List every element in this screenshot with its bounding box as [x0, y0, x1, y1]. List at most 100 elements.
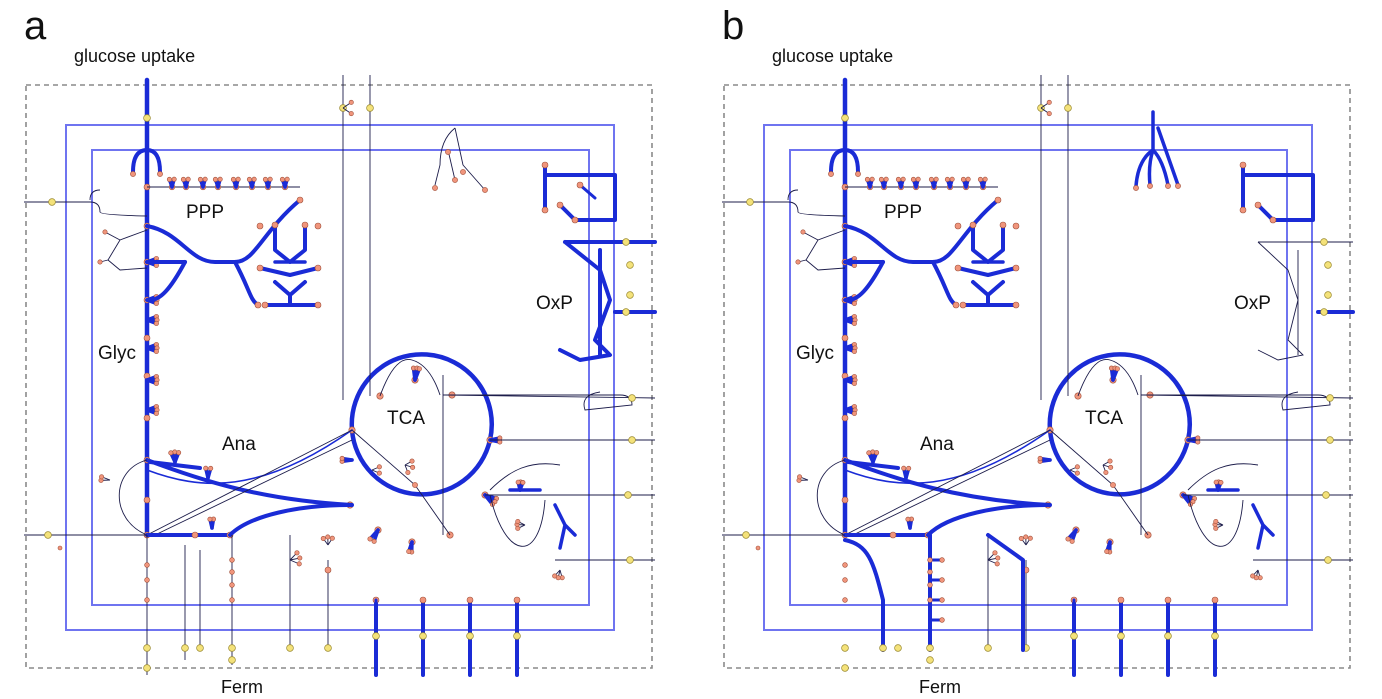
metabolite-node: [1117, 596, 1125, 604]
metabolite-node: [954, 222, 962, 230]
flux-edge: [148, 460, 202, 470]
metabolite-node: [102, 229, 108, 235]
metabolite-node: [889, 531, 897, 539]
region-label-ana: Ana: [920, 434, 954, 455]
reaction-edge: [118, 459, 148, 536]
metabolite-node: [977, 176, 983, 182]
metabolite-node: [1114, 366, 1120, 372]
flux-edge: [349, 352, 494, 497]
metabolite-node: [1133, 185, 1139, 191]
metabolite-node: [927, 582, 933, 588]
metabolite-node: [883, 176, 889, 182]
metabolite-node: [482, 187, 488, 193]
exchange-node: [841, 664, 849, 672]
metabolite-node: [1213, 479, 1219, 485]
metabolite-node: [130, 171, 136, 177]
exchange-node: [1322, 491, 1330, 499]
region-label-glyc: Glyc: [98, 343, 136, 364]
exchange-node: [372, 632, 380, 640]
flux-edge: [146, 429, 353, 485]
metabolite-node: [180, 176, 186, 182]
reaction-edge: [443, 391, 633, 411]
metabolite-node: [927, 597, 933, 603]
exchange-node: [1164, 632, 1172, 640]
flux-edge: [273, 223, 307, 264]
metabolite-node: [1012, 222, 1020, 230]
metabolite-node: [994, 561, 1000, 567]
metabolite-node: [1104, 548, 1110, 554]
metabolite-node: [869, 176, 875, 182]
metabolite-node: [949, 176, 955, 182]
flux-edge: [971, 223, 1005, 264]
metabolite-node: [301, 221, 309, 229]
metabolite-node: [256, 222, 264, 230]
flux-edge: [843, 538, 885, 652]
flux-edge: [956, 266, 1018, 277]
flux-edge: [145, 458, 354, 507]
metabolite-node: [969, 221, 977, 229]
metabolite-node: [229, 597, 235, 603]
flux-edge: [843, 458, 1052, 507]
panel-letter: a: [24, 4, 47, 48]
metabolite-node: [171, 176, 177, 182]
metabolite-node: [153, 348, 159, 354]
metabolite-node: [279, 176, 285, 182]
metabolite-node: [416, 366, 422, 372]
reaction-edge: [154, 439, 353, 536]
metabolite-node: [143, 414, 151, 422]
flux-edge: [844, 429, 1051, 485]
metabolite-node: [329, 535, 335, 541]
metabolite-node: [906, 465, 912, 471]
metabolite-node: [1269, 216, 1277, 224]
panel-b: b glucose uptake Ferm PPP OxP Glyc TCA A…: [698, 0, 1382, 699]
exchange-node: [622, 308, 630, 316]
metabolite-node: [755, 545, 761, 551]
metabolite-node: [452, 177, 458, 183]
reaction-edge: [1077, 359, 1139, 397]
metabolite-node: [878, 176, 884, 182]
exchange-node: [746, 198, 754, 206]
flux-edge: [961, 293, 1018, 307]
flux-edge: [1134, 110, 1170, 188]
metabolite-node: [406, 548, 412, 554]
metabolite-node: [197, 176, 203, 182]
exchange-node: [366, 104, 374, 112]
metabolite-node: [143, 334, 151, 342]
exchange-node: [926, 656, 934, 664]
metabolite-node: [410, 464, 416, 470]
metabolite-node: [1108, 464, 1114, 470]
metabolite-node: [960, 176, 966, 182]
cytosol-compartment: [91, 149, 590, 606]
metabolite-node: [939, 577, 945, 583]
exchange-node: [841, 644, 849, 652]
metabolite-node: [1046, 99, 1052, 105]
metabolite-node: [939, 557, 945, 563]
metabolite-node: [348, 99, 354, 105]
reaction-edge: [444, 394, 656, 399]
exchange-node: [143, 664, 151, 672]
metabolite-node: [965, 176, 971, 182]
extracellular-boundary: [723, 84, 1351, 669]
metabolite-node: [556, 201, 564, 209]
metabolite-node: [1239, 161, 1247, 169]
panel-letter: b: [722, 4, 745, 48]
exchange-node: [143, 114, 151, 122]
region-label-tca: TCA: [387, 408, 425, 429]
metabolite-node: [166, 176, 172, 182]
flux-edge: [1241, 163, 1315, 222]
flux-edge: [543, 163, 617, 222]
exchange-node: [1064, 104, 1072, 112]
exchange-node: [1070, 632, 1078, 640]
metabolite-node: [954, 264, 962, 272]
exchange-node: [1324, 291, 1332, 299]
metabolite-node: [944, 176, 950, 182]
metabolite-node: [144, 577, 150, 583]
metabolite-node: [1074, 464, 1080, 470]
metabolite-node: [143, 496, 151, 504]
metabolite-node: [959, 301, 967, 309]
flux-edge: [228, 503, 352, 537]
exchange-node: [1320, 308, 1328, 316]
metabolite-node: [97, 259, 103, 265]
flux-edge: [829, 148, 860, 174]
exchange-node: [626, 261, 634, 269]
